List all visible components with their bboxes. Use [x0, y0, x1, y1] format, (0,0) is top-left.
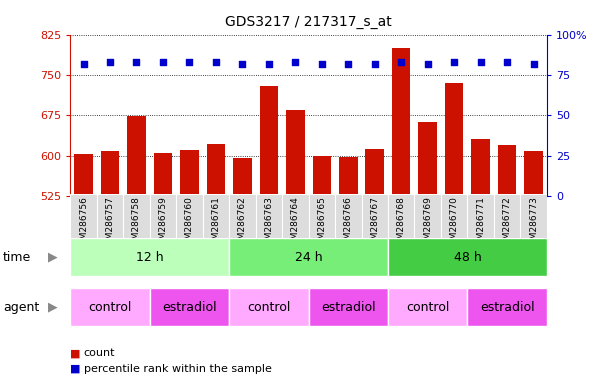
Text: GSM286772: GSM286772: [503, 196, 511, 251]
FancyBboxPatch shape: [441, 194, 467, 275]
Text: GSM286767: GSM286767: [370, 196, 379, 251]
Text: GSM286762: GSM286762: [238, 196, 247, 251]
FancyBboxPatch shape: [70, 194, 97, 275]
Bar: [286, 110, 305, 384]
Point: [449, 59, 459, 65]
Point: [317, 61, 327, 67]
Text: GSM286764: GSM286764: [291, 196, 300, 251]
Text: 12 h: 12 h: [136, 251, 164, 264]
Bar: [419, 122, 437, 384]
Text: GDS3217 / 217317_s_at: GDS3217 / 217317_s_at: [225, 15, 392, 29]
Text: estradiol: estradiol: [162, 301, 217, 314]
Text: GSM286765: GSM286765: [317, 196, 326, 251]
Text: GSM286760: GSM286760: [185, 196, 194, 251]
Bar: [339, 157, 357, 384]
Point: [370, 61, 379, 67]
FancyBboxPatch shape: [494, 194, 521, 275]
FancyBboxPatch shape: [150, 288, 229, 326]
Text: GSM286763: GSM286763: [265, 196, 273, 251]
Point: [211, 59, 221, 65]
Text: GSM286766: GSM286766: [344, 196, 353, 251]
Point: [502, 59, 512, 65]
Point: [158, 59, 168, 65]
FancyBboxPatch shape: [309, 194, 335, 275]
FancyBboxPatch shape: [229, 288, 309, 326]
Text: ▶: ▶: [48, 251, 58, 264]
Bar: [127, 116, 145, 384]
Text: time: time: [3, 251, 31, 264]
FancyBboxPatch shape: [388, 288, 467, 326]
Point: [343, 61, 353, 67]
FancyBboxPatch shape: [229, 238, 388, 276]
FancyBboxPatch shape: [388, 194, 414, 275]
FancyBboxPatch shape: [335, 194, 362, 275]
Text: control: control: [89, 301, 131, 314]
Point: [131, 59, 141, 65]
Point: [79, 61, 89, 67]
Bar: [472, 139, 490, 384]
Text: 48 h: 48 h: [453, 251, 481, 264]
FancyBboxPatch shape: [414, 194, 441, 275]
FancyBboxPatch shape: [203, 194, 229, 275]
Text: ▶: ▶: [48, 301, 58, 314]
Point: [529, 61, 538, 67]
Point: [476, 59, 486, 65]
Bar: [365, 149, 384, 384]
Point: [397, 59, 406, 65]
Bar: [260, 86, 278, 384]
FancyBboxPatch shape: [467, 288, 547, 326]
Text: 24 h: 24 h: [295, 251, 323, 264]
Text: ■: ■: [70, 364, 81, 374]
Text: GSM286770: GSM286770: [450, 196, 459, 251]
Point: [185, 59, 194, 65]
Point: [290, 59, 300, 65]
Text: GSM286756: GSM286756: [79, 196, 88, 251]
FancyBboxPatch shape: [97, 194, 123, 275]
FancyBboxPatch shape: [282, 194, 309, 275]
FancyBboxPatch shape: [150, 194, 176, 275]
Point: [264, 61, 274, 67]
Bar: [233, 158, 252, 384]
Bar: [180, 150, 199, 384]
FancyBboxPatch shape: [309, 288, 388, 326]
Text: ■: ■: [70, 348, 81, 358]
FancyBboxPatch shape: [255, 194, 282, 275]
Text: control: control: [247, 301, 290, 314]
Point: [423, 61, 433, 67]
Text: GSM286757: GSM286757: [106, 196, 114, 251]
FancyBboxPatch shape: [521, 194, 547, 275]
Bar: [313, 156, 331, 384]
Text: control: control: [406, 301, 449, 314]
FancyBboxPatch shape: [388, 238, 547, 276]
Bar: [154, 153, 172, 384]
FancyBboxPatch shape: [70, 288, 150, 326]
Bar: [445, 83, 463, 384]
Point: [105, 59, 115, 65]
Text: GSM286758: GSM286758: [132, 196, 141, 251]
FancyBboxPatch shape: [467, 194, 494, 275]
Point: [238, 61, 247, 67]
Bar: [524, 151, 543, 384]
FancyBboxPatch shape: [229, 194, 255, 275]
Bar: [498, 145, 516, 384]
FancyBboxPatch shape: [123, 194, 150, 275]
Text: GSM286761: GSM286761: [211, 196, 221, 251]
Text: GSM286769: GSM286769: [423, 196, 432, 251]
Text: GSM286771: GSM286771: [476, 196, 485, 251]
FancyBboxPatch shape: [362, 194, 388, 275]
Text: estradiol: estradiol: [321, 301, 376, 314]
Bar: [392, 48, 411, 384]
FancyBboxPatch shape: [176, 194, 203, 275]
Text: percentile rank within the sample: percentile rank within the sample: [84, 364, 271, 374]
Text: agent: agent: [3, 301, 39, 314]
Text: count: count: [84, 348, 115, 358]
Text: GSM286759: GSM286759: [158, 196, 167, 251]
Text: GSM286773: GSM286773: [529, 196, 538, 251]
Bar: [207, 144, 225, 384]
Bar: [75, 154, 93, 384]
Text: estradiol: estradiol: [480, 301, 535, 314]
FancyBboxPatch shape: [70, 238, 229, 276]
Bar: [101, 151, 119, 384]
Text: GSM286768: GSM286768: [397, 196, 406, 251]
